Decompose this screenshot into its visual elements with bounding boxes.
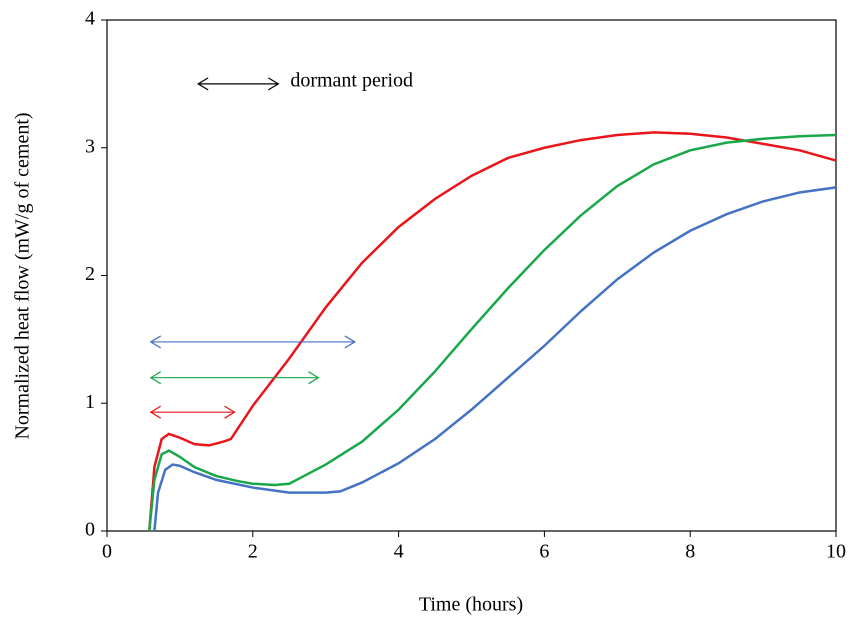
arrow-head [149, 335, 162, 349]
x-tick-label: 2 [248, 541, 258, 563]
arrow-head [344, 335, 357, 349]
x-tick-label: 4 [394, 541, 404, 563]
x-tick-label: 8 [685, 541, 695, 563]
y-tick-label: 2 [85, 263, 95, 285]
y-tick-label: 3 [85, 135, 95, 157]
arrow-head [308, 371, 320, 385]
line-series [148, 131, 837, 532]
line-series [153, 186, 837, 532]
y-axis-label: Normalized heat flow (mW/g of cement) [12, 112, 34, 439]
y-tick-label: 4 [85, 8, 95, 30]
x-tick-label: 10 [826, 541, 846, 563]
y-tick-label: 1 [85, 391, 95, 413]
line-series [148, 133, 837, 532]
x-axis-label: Time (hours) [419, 594, 523, 616]
x-tick-label: 0 [102, 541, 112, 563]
annotation-text: dormant period [290, 69, 413, 91]
arrow-head [268, 77, 280, 91]
x-tick-label: 6 [539, 541, 549, 563]
arrow-head [149, 405, 162, 419]
arrow-head [196, 77, 209, 91]
arrow-head [149, 371, 162, 385]
arrow-head [224, 405, 236, 419]
y-tick-label: 0 [85, 519, 95, 541]
plot-frame [106, 19, 837, 532]
